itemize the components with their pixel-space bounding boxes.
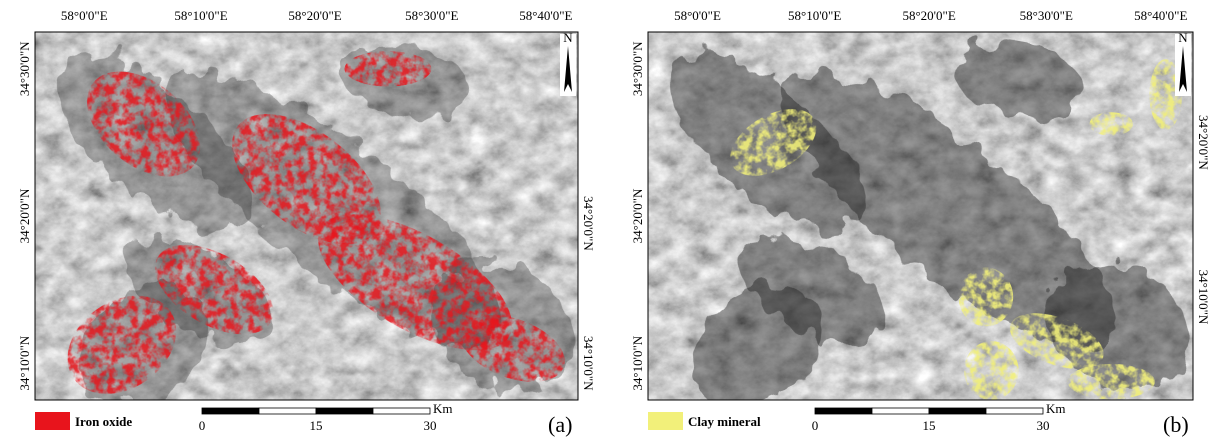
scale-unit: Km [433, 401, 453, 416]
latitude-label: 34°10'0"N [17, 335, 32, 390]
scale-label: 30 [424, 418, 437, 433]
figure: N 58°0'0"E 58°10'0"E 58°20'0"E 58°30'0"E 58°4… [0, 0, 1211, 442]
scale-label: 30 [1037, 418, 1050, 433]
mineral-patch [1068, 364, 1155, 399]
scale-label: 15 [310, 418, 323, 433]
scale-bar-segment [259, 408, 316, 414]
panel-letter: (b) [1163, 412, 1189, 437]
longitude-label: 58°40'0"E [1134, 8, 1187, 23]
scale-bar-segment [929, 408, 986, 414]
longitude-label: 58°30'0"E [405, 8, 458, 23]
legend-swatch [648, 412, 683, 430]
legend-label: Iron oxide [75, 414, 132, 429]
scale-bar-segment [373, 408, 430, 414]
scale-bar-segment [202, 408, 259, 414]
north-label: N [563, 30, 573, 45]
latitude-label: 34°30'0"N [17, 41, 32, 96]
latitude-label: 34°20'0"N [581, 196, 596, 251]
longitude-label: 58°40'0"E [519, 8, 572, 23]
latitude-label: 34°20'0"N [630, 188, 645, 243]
scale-bar-segment [316, 408, 373, 414]
scale-unit: Km [1046, 401, 1066, 416]
latitude-label: 34°20'0"N [17, 188, 32, 243]
scale-bar-segment [815, 408, 872, 414]
scale-label: 15 [923, 418, 936, 433]
scale-label: 0 [812, 418, 819, 433]
longitude-label: 58°0'0"E [61, 8, 108, 23]
map-panel: N 58°0'0"E 58°10'0"E 58°20'0"E 58°30'0"E 58°4… [630, 8, 1211, 437]
mineral-patch [1089, 112, 1133, 136]
latitude-label: 34°10'0"N [630, 335, 645, 390]
longitude-label: 58°30'0"E [1020, 8, 1073, 23]
latitude-label: 34°20'0"N [1196, 115, 1211, 170]
longitude-label: 58°0'0"E [674, 8, 721, 23]
longitude-label: 58°20'0"E [288, 8, 341, 23]
mineral-patch [964, 341, 1019, 400]
scale-label: 0 [199, 418, 206, 433]
north-label: N [1178, 30, 1188, 45]
latitude-label: 34°10'0"N [1196, 270, 1211, 325]
latitude-label: 34°10'0"N [581, 336, 596, 391]
scale-bar-segment [986, 408, 1043, 414]
longitude-label: 58°20'0"E [902, 8, 955, 23]
mineral-patch [959, 268, 1014, 327]
scale-bar-segment [872, 408, 929, 414]
map-panel: N 58°0'0"E 58°10'0"E 58°20'0"E 58°30'0"E 58°4… [17, 8, 597, 437]
satellite-image [642, 25, 1211, 432]
panel-letter: (a) [548, 412, 572, 437]
longitude-label: 58°10'0"E [174, 8, 227, 23]
satellite-image [29, 25, 597, 432]
legend-swatch [35, 412, 70, 430]
latitude-label: 34°30'0"N [630, 41, 645, 96]
mineral-patch [345, 51, 432, 86]
legend-label: Clay mineral [688, 414, 761, 429]
longitude-label: 58°10'0"E [788, 8, 841, 23]
